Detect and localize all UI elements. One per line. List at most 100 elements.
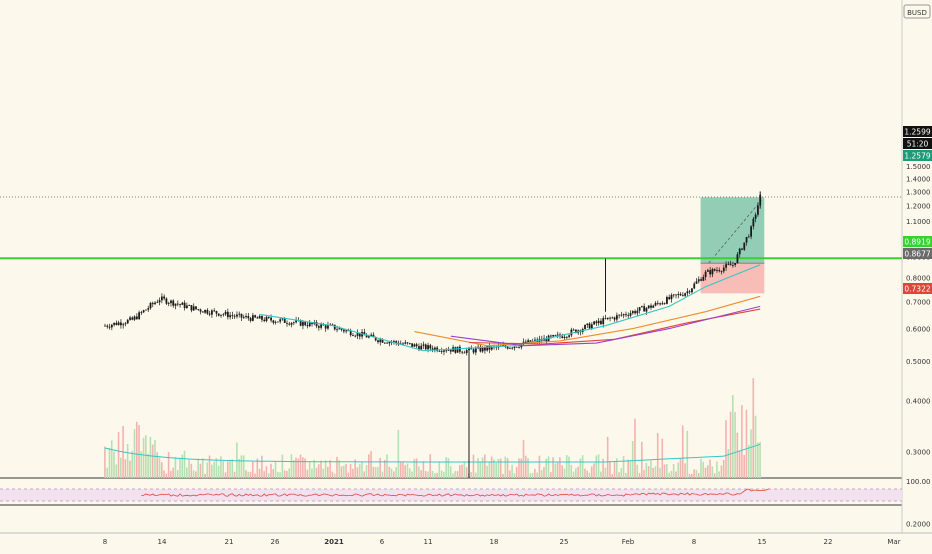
candle-body: [745, 236, 748, 243]
volume-bar: [249, 471, 252, 478]
candle-body: [240, 313, 243, 318]
candle-body: [272, 320, 275, 323]
candle-body: [600, 320, 602, 325]
volume-bar: [718, 471, 720, 478]
candle-body: [413, 344, 416, 347]
candle-body: [604, 318, 607, 319]
time-axis[interactable]: 8 14 21 26 2021 6 11 18 25 Feb 8 15 22 Mar: [103, 538, 901, 546]
volume-bar: [666, 464, 668, 478]
candle-body: [681, 295, 684, 296]
volume-bar: [397, 429, 400, 478]
projection-line: [708, 200, 762, 264]
volume-bar: [108, 447, 111, 478]
candle-body: [368, 336, 370, 338]
candle-body: [647, 305, 650, 308]
candle-body: [422, 344, 425, 346]
volume-bar: [299, 454, 302, 478]
rsi-axis-label: 100.00: [906, 478, 931, 486]
position-tool[interactable]: [700, 197, 765, 294]
candle-body: [176, 303, 179, 305]
candle-body: [552, 335, 555, 337]
resistance-price-label: 0.8919: [904, 238, 930, 247]
candle-body: [110, 324, 113, 328]
volume-bar: [238, 459, 240, 478]
candle-body: [670, 294, 673, 300]
volume-bar: [638, 473, 641, 478]
volume-bar: [422, 461, 425, 478]
volume-bar: [477, 458, 479, 478]
volume-bar: [565, 455, 568, 478]
candle-body: [606, 317, 609, 319]
price-label-entry: 0.8677: [903, 248, 932, 259]
candle-body: [706, 270, 709, 272]
volume-bar: [449, 466, 452, 478]
volume-bar: [463, 461, 466, 478]
volume-bar: [659, 467, 661, 478]
volume-bar: [706, 465, 709, 478]
volume-bar: [258, 468, 261, 478]
volume-bar: [151, 444, 154, 478]
price-label-last: 1.2599: [903, 126, 932, 137]
volume-bar: [586, 470, 588, 478]
volume-bar: [145, 435, 147, 478]
volume-bar: [381, 471, 384, 478]
price-tick-label: 1.1000: [906, 218, 931, 226]
symbol-badge-box[interactable]: [903, 4, 931, 19]
candle-body: [550, 335, 552, 337]
candle-body: [295, 320, 297, 323]
volume-ma-line: [104, 443, 761, 463]
candle-body: [236, 314, 238, 317]
volume-bar: [277, 471, 279, 478]
candle-body: [283, 318, 286, 323]
volume-bar: [217, 465, 220, 478]
candle-body: [345, 330, 348, 332]
candle-body: [734, 262, 737, 266]
volume-bar: [104, 446, 106, 478]
time-tick-label: 2021: [324, 538, 344, 546]
candle-body: [545, 338, 548, 342]
candle-body: [258, 316, 261, 319]
symbol-badge: BUSD: [907, 9, 927, 17]
candle-body: [572, 329, 575, 331]
volume-bar: [163, 470, 165, 478]
volume-bar: [454, 471, 457, 478]
candle-body: [404, 342, 407, 344]
candle-body: [215, 310, 218, 314]
volume-bar: [620, 468, 623, 478]
candle-body: [461, 351, 464, 353]
countdown-text: 51:20: [907, 140, 929, 149]
price-tick-label: 1.2000: [906, 203, 931, 211]
candle-body: [113, 322, 115, 325]
candle-body: [333, 324, 336, 330]
volume-bar: [732, 394, 734, 478]
volume-bar: [306, 469, 309, 478]
volume-bar: [231, 459, 234, 478]
candle-body: [631, 311, 634, 314]
time-tick-label: 6: [380, 538, 385, 546]
candle-body: [686, 291, 689, 294]
volume-bar: [604, 467, 607, 478]
candle-body: [449, 349, 452, 352]
candle-body: [652, 305, 655, 308]
volume-bar: [311, 468, 313, 478]
volume-bar: [361, 461, 363, 478]
candle-body: [757, 205, 759, 215]
candle-body: [488, 345, 491, 350]
volume-bar: [408, 468, 411, 478]
volume-bar: [497, 458, 500, 478]
volume-bar: [600, 471, 602, 478]
candle-body: [661, 303, 664, 305]
candle-body: [561, 336, 564, 338]
loss-zone: [700, 263, 765, 294]
volume-bar: [552, 457, 554, 478]
volume-bar: [647, 466, 650, 478]
candle-body: [620, 314, 623, 316]
volume-bar: [272, 469, 275, 478]
volume-bar: [470, 472, 472, 478]
candle-body: [695, 281, 698, 284]
candle-body: [738, 248, 741, 255]
candle-body: [613, 317, 616, 320]
candle-body: [115, 322, 118, 325]
